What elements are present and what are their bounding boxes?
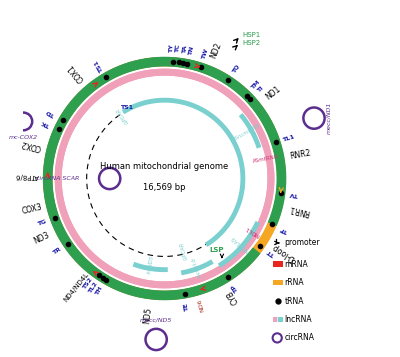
Text: promoter: promoter bbox=[284, 238, 320, 247]
Text: mecc/ND5: mecc/ND5 bbox=[140, 317, 172, 322]
Text: circRNA: circRNA bbox=[284, 333, 314, 342]
Text: CYB: CYB bbox=[225, 288, 240, 305]
Text: TA: TA bbox=[182, 45, 188, 54]
Text: TS2: TS2 bbox=[82, 277, 94, 291]
Text: D-loop: D-loop bbox=[270, 242, 296, 263]
Text: TE: TE bbox=[184, 302, 190, 311]
Text: TL1: TL1 bbox=[282, 134, 295, 142]
Text: TR: TR bbox=[51, 247, 62, 256]
Text: mRNA: mRNA bbox=[284, 260, 308, 269]
Text: ND3: ND3 bbox=[33, 231, 51, 246]
Text: ND2: ND2 bbox=[209, 41, 224, 60]
Text: ND4/ND4L: ND4/ND4L bbox=[63, 271, 90, 303]
Text: Human mitochondrial genome: Human mitochondrial genome bbox=[100, 162, 229, 171]
Text: TG: TG bbox=[37, 219, 47, 227]
Text: lncCyt.b: lncCyt.b bbox=[190, 255, 202, 277]
Text: ASncmtRNA: ASncmtRNA bbox=[231, 123, 261, 143]
Text: HSP1: HSP1 bbox=[242, 32, 261, 38]
Text: RNR1: RNR1 bbox=[288, 203, 310, 216]
Text: MDL1AS: MDL1AS bbox=[229, 235, 250, 253]
Text: ASmtRNA: ASmtRNA bbox=[252, 154, 279, 164]
Bar bbox=[273, 261, 282, 267]
Text: COX1: COX1 bbox=[66, 62, 86, 84]
Text: TY: TY bbox=[169, 44, 174, 53]
Text: 16,569 bp: 16,569 bp bbox=[143, 183, 186, 192]
Text: TD: TD bbox=[46, 109, 57, 118]
Text: LIPCAR: LIPCAR bbox=[115, 106, 129, 125]
Text: TC: TC bbox=[175, 44, 181, 54]
Text: TN: TN bbox=[188, 46, 195, 56]
Text: rRNA: rRNA bbox=[284, 278, 304, 287]
Text: mecc/ND1: mecc/ND1 bbox=[326, 102, 332, 134]
Text: TM: TM bbox=[250, 79, 260, 90]
Text: TQ: TQ bbox=[231, 64, 240, 75]
Text: HSP2: HSP2 bbox=[242, 40, 261, 46]
Text: ATP8/6: ATP8/6 bbox=[14, 173, 38, 179]
Bar bbox=[273, 317, 277, 322]
Text: RNR2: RNR2 bbox=[289, 148, 312, 161]
Bar bbox=[273, 280, 282, 286]
Text: TS1: TS1 bbox=[94, 59, 105, 72]
Text: TW: TW bbox=[201, 49, 209, 61]
Text: TP: TP bbox=[231, 283, 240, 293]
Text: TK: TK bbox=[41, 119, 52, 127]
Text: COX3: COX3 bbox=[20, 202, 43, 216]
Bar bbox=[277, 317, 282, 322]
Text: TL2: TL2 bbox=[88, 281, 99, 295]
Text: mc-COX2: mc-COX2 bbox=[9, 135, 38, 140]
Text: ND6: ND6 bbox=[196, 297, 205, 312]
Text: circRNA SCAR: circRNA SCAR bbox=[36, 176, 80, 181]
Text: TF: TF bbox=[280, 226, 290, 233]
Text: TV: TV bbox=[289, 191, 299, 197]
Text: lncND5: lncND5 bbox=[147, 254, 155, 274]
Text: MDL1: MDL1 bbox=[244, 225, 261, 238]
Text: ND1: ND1 bbox=[264, 85, 283, 102]
Text: LSP: LSP bbox=[209, 247, 224, 253]
Text: TT: TT bbox=[266, 249, 276, 258]
Text: TI: TI bbox=[256, 86, 264, 94]
Text: ND5: ND5 bbox=[142, 307, 153, 325]
Text: COX2: COX2 bbox=[20, 138, 42, 152]
Text: lncRNA: lncRNA bbox=[284, 315, 312, 324]
Text: LIPCAR: LIPCAR bbox=[179, 241, 189, 260]
Text: tRNA: tRNA bbox=[284, 297, 304, 306]
Text: TH: TH bbox=[95, 286, 104, 297]
Text: TS1: TS1 bbox=[120, 105, 133, 110]
